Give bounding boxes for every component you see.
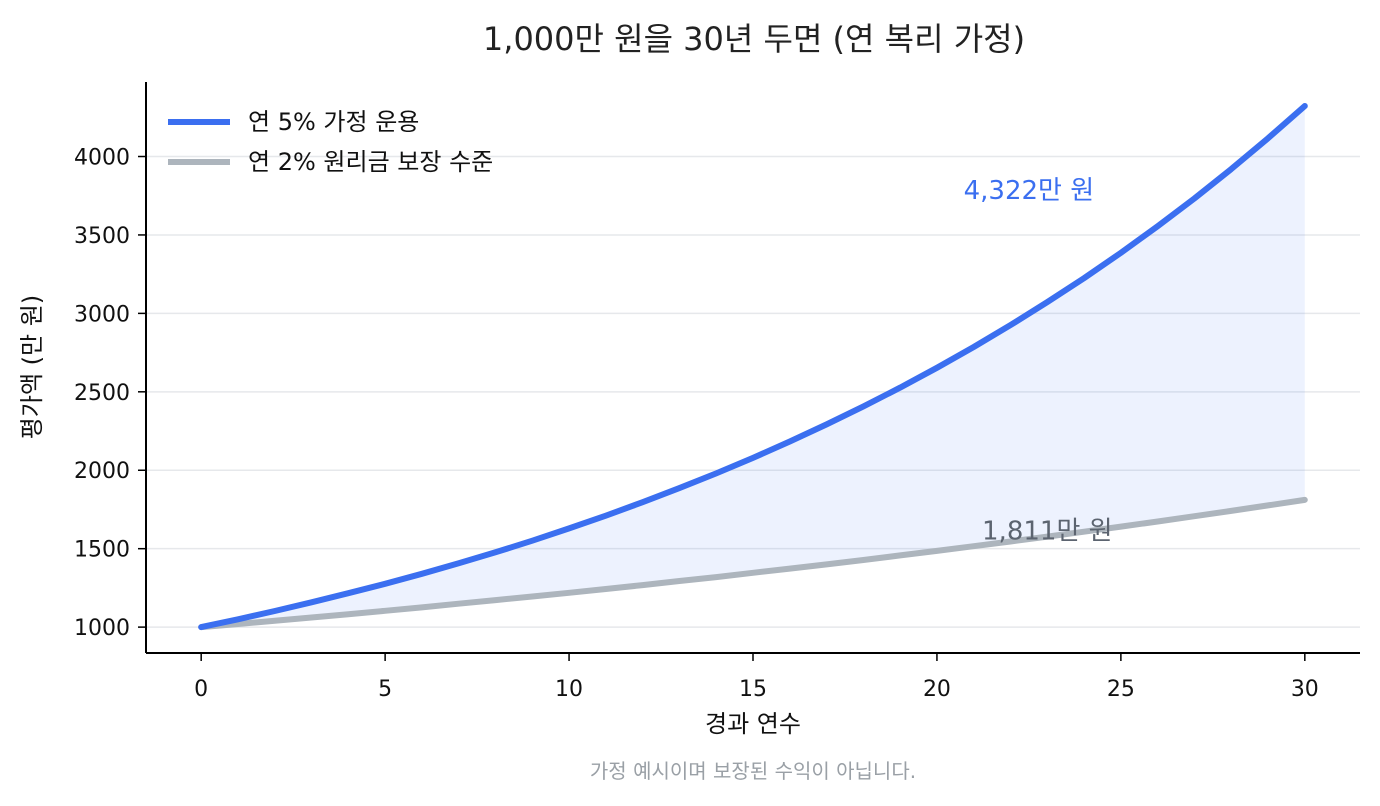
legend-label: 연 2% 원리금 보장 수준 <box>248 148 493 176</box>
fill-between-area <box>201 106 1305 628</box>
annotation-5pct-final: 4,322만 원 <box>964 176 1095 206</box>
x-tick-label: 25 <box>1107 677 1135 702</box>
y-tick-label: 2500 <box>74 381 130 406</box>
annotations: 4,322만 원 1,811만 원 <box>964 176 1113 546</box>
legend: 연 5% 가정 운용연 2% 원리금 보장 수준 <box>168 108 493 176</box>
x-tick-label: 10 <box>555 677 583 702</box>
legend-label: 연 5% 가정 운용 <box>248 108 419 136</box>
x-tick-label: 0 <box>194 677 208 702</box>
chart-title: 1,000만 원을 30년 두면 (연 복리 가정) <box>483 20 1025 58</box>
y-tick-label: 3000 <box>74 302 130 327</box>
y-tick-label: 2000 <box>74 459 130 484</box>
y-axis-label: 평가액 (만 원) <box>18 295 46 439</box>
fill-between <box>201 106 1305 628</box>
y-tick-label: 4000 <box>74 146 130 171</box>
x-axis-ticks: 0 5 10 15 20 25 30 <box>194 653 1319 702</box>
x-tick-label: 5 <box>378 677 392 702</box>
series-line-5pct <box>198 103 1308 631</box>
x-tick-label: 30 <box>1291 677 1319 702</box>
y-axis-ticks: 1000 1500 2000 2500 3000 3500 4000 <box>74 146 146 641</box>
annotation-2pct-final: 1,811만 원 <box>982 516 1113 546</box>
series-line-2pct <box>198 496 1308 631</box>
y-tick-label: 1500 <box>74 538 130 563</box>
grid-lines <box>146 155 1360 628</box>
x-tick-label: 15 <box>739 677 767 702</box>
x-tick-label: 20 <box>923 677 951 702</box>
y-tick-label: 1000 <box>74 616 130 641</box>
y-tick-label: 3500 <box>74 224 130 249</box>
x-axis-label: 경과 연수 <box>705 710 801 738</box>
series-lines <box>198 103 1308 631</box>
footnote: 가정 예시이며 보장된 수익이 아닙니다. <box>590 759 916 783</box>
